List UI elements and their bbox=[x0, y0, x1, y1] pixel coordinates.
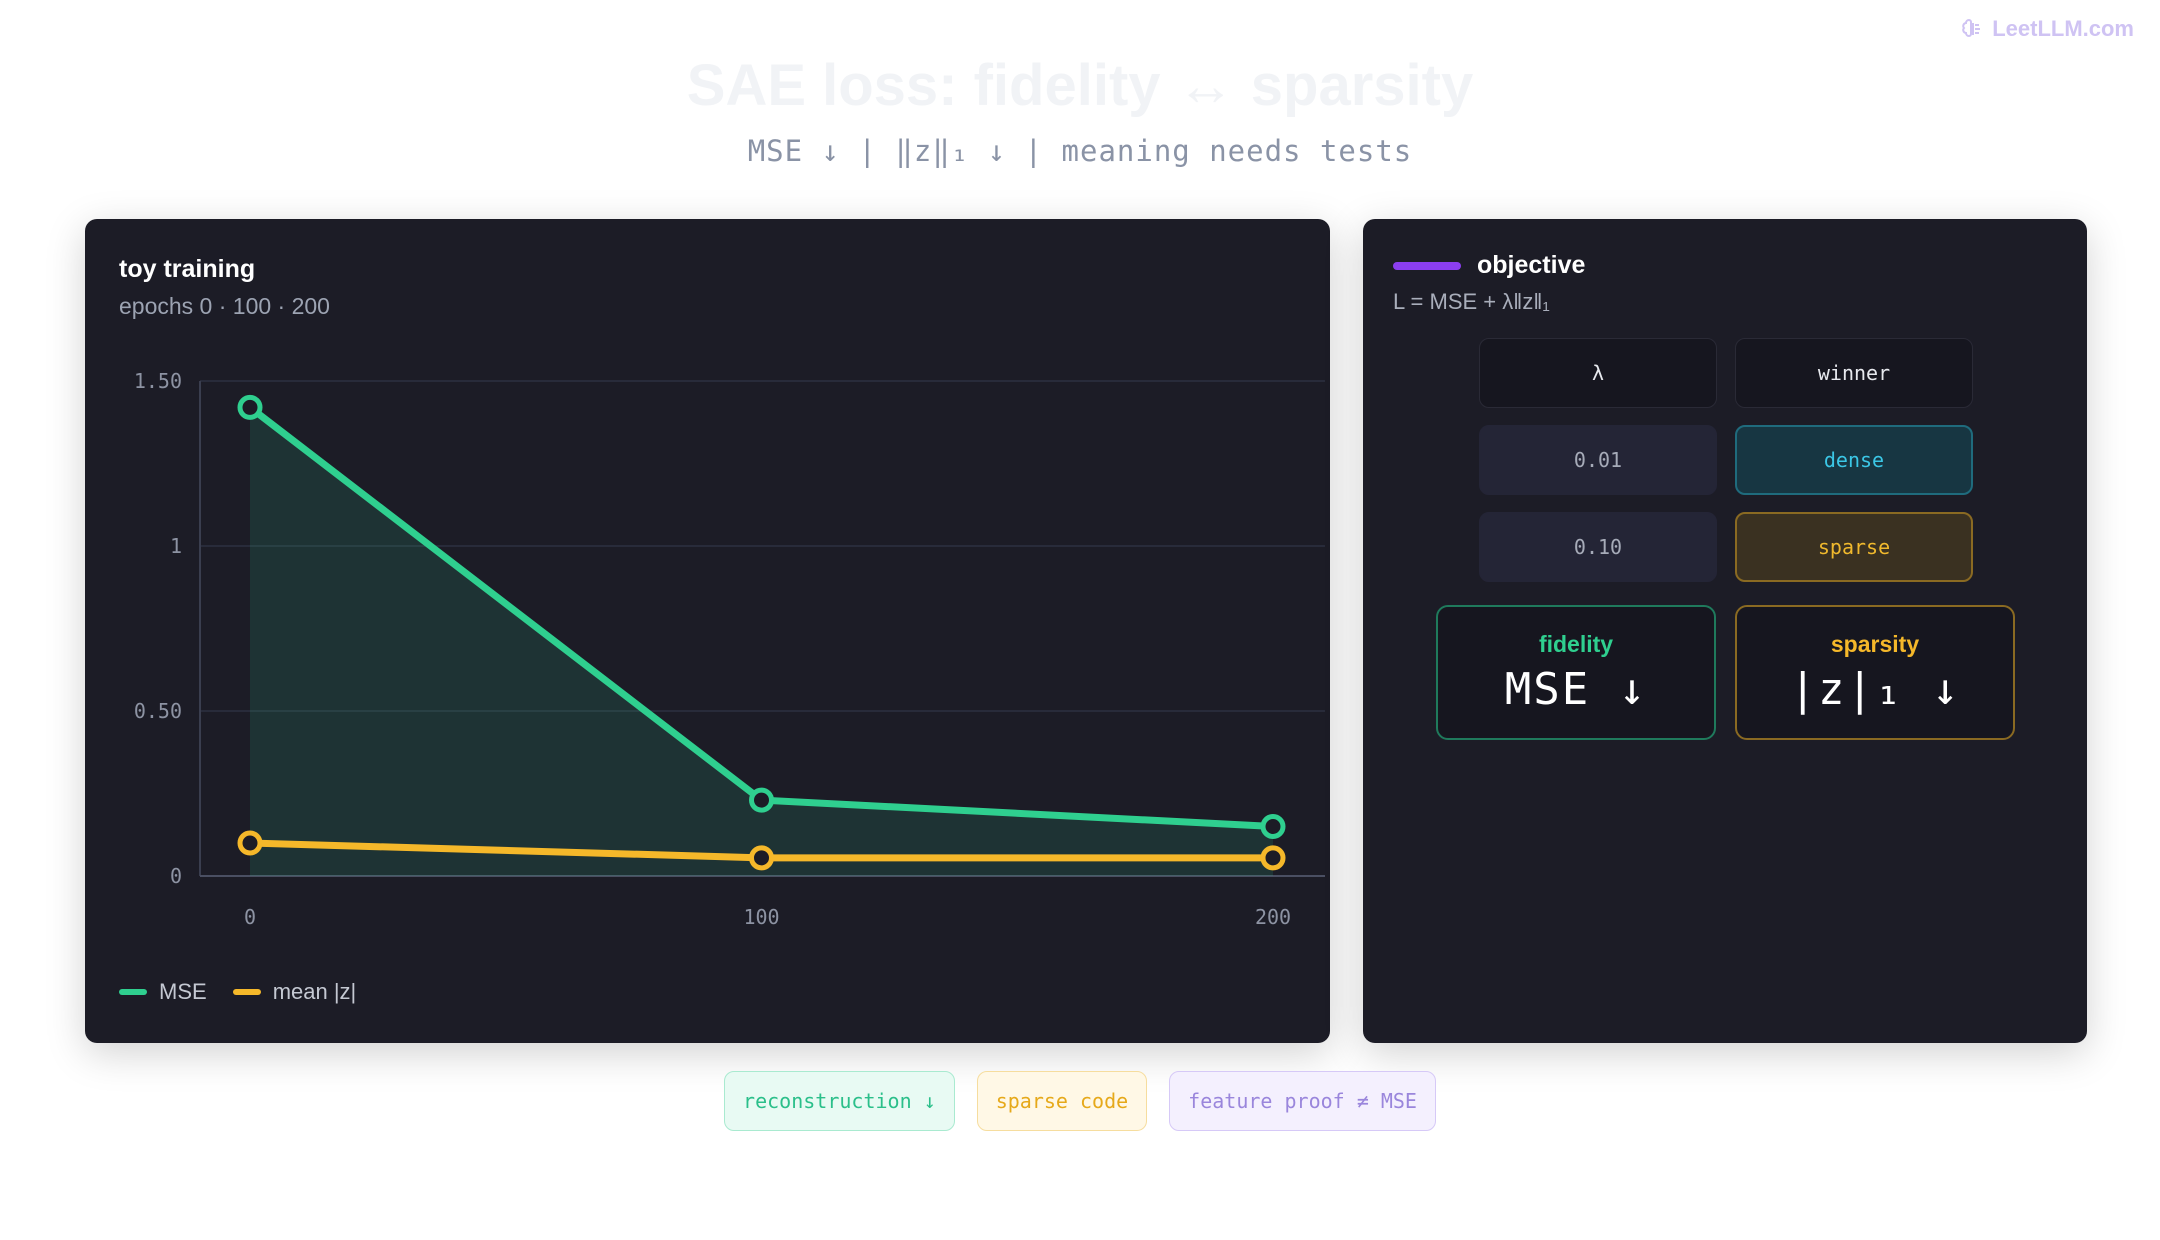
brain-icon bbox=[1962, 18, 1981, 38]
page-title: SAE loss: fidelity ↔ sparsity bbox=[686, 53, 1474, 118]
data-point-mse bbox=[1260, 814, 1286, 839]
fidelity-value: MSE ↓ bbox=[1504, 663, 1648, 715]
brand-text[interactable]: LeetLLM.com bbox=[1992, 16, 2134, 41]
sparsity-label: sparsity bbox=[1830, 630, 1920, 657]
chart-title: toy training bbox=[119, 255, 256, 283]
objective-title: objective bbox=[1477, 251, 1586, 279]
training-chart: 0 0.50 1 1.50 0 100 200 bbox=[134, 369, 1325, 929]
table-cell-winner-dense: dense bbox=[1735, 425, 1973, 495]
tag-feature-proof: feature proof ≠ MSE bbox=[1169, 1071, 1436, 1131]
data-point-mean-z bbox=[749, 845, 774, 871]
y-tick-label: 1.50 bbox=[134, 369, 182, 393]
legend-swatch-mean-z bbox=[232, 989, 261, 995]
legend-item-mse: MSE bbox=[119, 979, 207, 1005]
data-point-mse bbox=[749, 787, 774, 813]
training-chart-panel: toy training epochs 0 · 100 · 200 0 0.50 1… bbox=[85, 219, 1330, 1043]
tag-reconstruction: reconstruction ↓ bbox=[724, 1071, 955, 1131]
tag-sparse-code: sparse code bbox=[976, 1071, 1148, 1131]
chart-legend: MSE mean |z| bbox=[119, 979, 356, 1005]
tag-row: reconstruction ↓ sparse code feature pro… bbox=[0, 1071, 2160, 1131]
objective-accent-bar bbox=[1393, 261, 1461, 270]
objective-header: objective bbox=[1393, 251, 1585, 280]
legend-label-mean-z: mean |z| bbox=[272, 979, 357, 1004]
table-cell-winner-sparse: sparse bbox=[1735, 512, 1973, 582]
table-header-lambda: λ bbox=[1479, 338, 1717, 408]
brand-logo: LeetLLM.com bbox=[1960, 16, 2134, 42]
data-point-mean-z bbox=[1260, 845, 1286, 871]
fidelity-card: fidelity MSE ↓ bbox=[1436, 605, 1716, 740]
objective-panel: objective L = MSE + λ‖z‖₁ λ winner 0.01 … bbox=[1363, 219, 2087, 1043]
table-cell-lambda: 0.01 bbox=[1479, 425, 1717, 495]
mse-area bbox=[250, 407, 1273, 876]
data-point-mse bbox=[237, 394, 263, 420]
y-tick-label: 0 bbox=[170, 864, 182, 888]
table-cell-lambda: 0.10 bbox=[1479, 512, 1717, 582]
data-point-mean-z bbox=[237, 830, 263, 856]
sparsity-card: sparsity |z|₁ ↓ bbox=[1735, 605, 2015, 740]
page-subtitle: MSE ↓ | ‖z‖₁ ↓ | meaning needs tests bbox=[747, 134, 1413, 168]
legend-label-mse: MSE bbox=[159, 979, 207, 1004]
x-tick-label: 0 bbox=[244, 905, 256, 929]
sparsity-value: |z|₁ ↓ bbox=[1789, 663, 1961, 715]
x-tick-label: 100 bbox=[743, 905, 779, 929]
y-tick-label: 1 bbox=[170, 534, 182, 558]
y-tick-label: 0.50 bbox=[134, 699, 182, 723]
legend-item-mean-z: mean |z| bbox=[232, 979, 357, 1005]
chart-subtitle: epochs 0 · 100 · 200 bbox=[119, 293, 330, 319]
x-tick-label: 200 bbox=[1255, 905, 1291, 929]
table-header-winner: winner bbox=[1735, 338, 1973, 408]
objective-formula: L = MSE + λ‖z‖₁ bbox=[1393, 289, 1550, 314]
fidelity-label: fidelity bbox=[1538, 630, 1614, 657]
legend-swatch-mse bbox=[119, 989, 147, 995]
